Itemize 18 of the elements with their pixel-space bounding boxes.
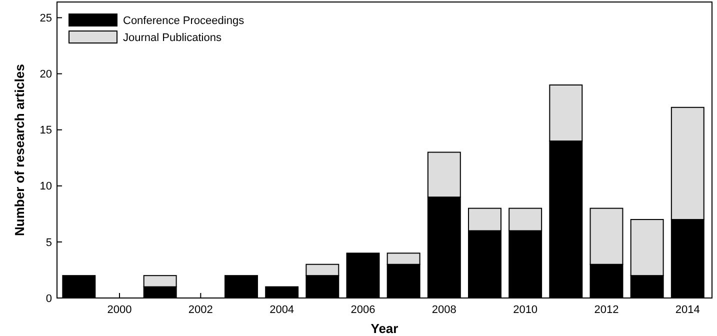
x-tick-label: 2004 [270,304,294,316]
y-axis-title: Number of research articles [12,64,27,236]
x-tick-label: 2008 [432,304,456,316]
y-tick-label: 0 [46,292,52,305]
x-axis-title: Year [370,321,398,336]
y-tick-label: 25 [40,12,52,25]
y-tick-label: 5 [46,236,52,249]
x-tick-label: 2012 [594,304,619,316]
legend-label: Journal Publications [123,32,222,44]
y-tick-label: 15 [40,124,52,137]
x-tick-label: 2002 [188,304,213,316]
x-tick-label: 2000 [107,304,132,316]
y-tick-label: 10 [40,180,52,193]
legend-label: Conference Proceedings [123,14,245,27]
x-tick-label: 2014 [675,304,700,316]
x-tick-label: 2006 [350,304,376,316]
y-tick-label: 20 [40,68,52,81]
x-tick-label: 2010 [513,304,538,316]
